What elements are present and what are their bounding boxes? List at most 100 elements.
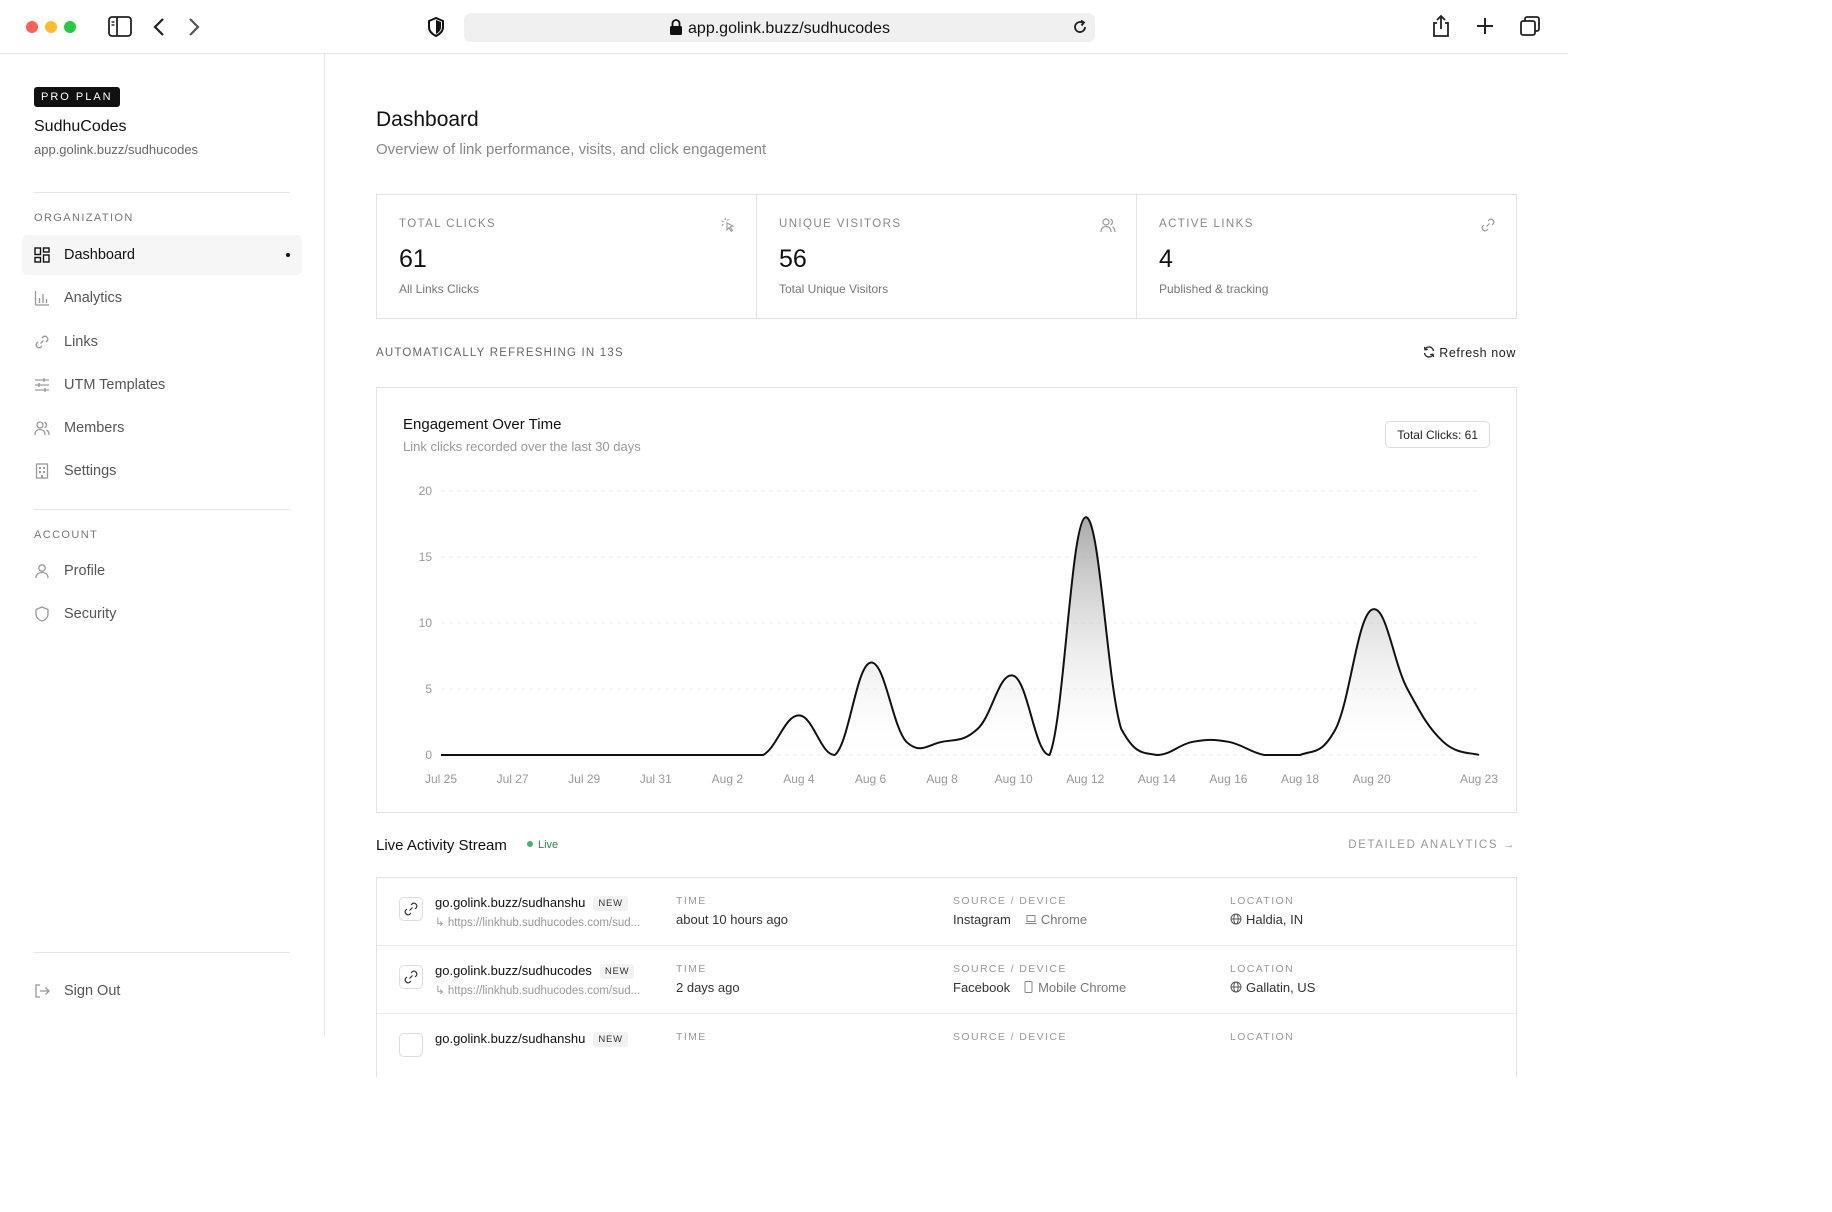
live-activity-title: Live Activity Stream [376,837,507,854]
location-value: Haldia, IN [1230,912,1303,927]
y-tick-label: 10 [419,616,433,630]
building-icon [35,463,49,479]
back-arrow-icon[interactable] [152,17,166,37]
new-tab-plus-icon[interactable] [1476,17,1494,35]
stat-description: All Links Clicks [399,282,480,296]
short-link[interactable]: go.golink.buzz/sudhanshu NEW [435,895,628,911]
source-header: SOURCE / DEVICE [953,1031,1067,1043]
stat-value: 4 [1159,245,1173,273]
sidebar-item-label: Dashboard [64,247,135,263]
location-label: Haldia, IN [1246,912,1304,927]
reload-icon[interactable] [1072,19,1088,35]
sidebar-item-dashboard[interactable]: Dashboard [22,235,302,275]
source-value: Instagram [953,912,1011,927]
x-tick-label: Aug 2 [712,772,744,786]
x-tick-label: Aug 4 [783,772,815,786]
y-tick-label: 0 [425,748,432,762]
total-clicks-badge: Total Clicks: 61 [1385,421,1490,448]
sidebar-item-members[interactable]: Members [22,408,302,448]
detailed-analytics-link[interactable]: DETAILED ANALYTICS → [1348,839,1516,851]
stat-label: UNIQUE VISITORS [779,218,902,230]
short-link[interactable]: go.golink.buzz/sudhanshu NEW [435,1031,628,1047]
url-text: app.golink.buzz/sudhucodes [688,20,890,37]
chart-area-fill [441,517,1479,755]
shield-icon [35,606,49,622]
stat-label: TOTAL CLICKS [399,218,497,230]
forward-arrow-icon[interactable] [187,17,201,37]
activity-row[interactable]: go.golink.buzz/sudhanshu NEW TIME SOURCE … [377,1014,1516,1077]
refresh-now-button[interactable]: Refresh now [1423,346,1516,360]
source-value: Facebook [953,980,1011,995]
short-link-text: go.golink.buzz/sudhanshu [435,1031,586,1046]
sidebar-toggle-icon[interactable] [108,16,132,38]
stats-row: TOTAL CLICKS 61 All Links Clicks UNIQUE … [376,194,1517,319]
chart-subtitle: Link clicks recorded over the last 30 da… [403,439,641,454]
sidebar-item-settings[interactable]: Settings [22,451,302,491]
time-header: TIME [676,895,707,907]
sidebar-item-security[interactable]: Security [22,594,302,634]
short-link[interactable]: go.golink.buzz/sudhucodes NEW [435,963,635,979]
short-link-text: go.golink.buzz/sudhanshu [435,895,586,910]
active-indicator [286,253,290,257]
link-icon [399,1033,423,1057]
mobile-icon [1024,981,1033,993]
sidebar-item-analytics[interactable]: Analytics [22,278,302,318]
grid-icon [34,247,50,263]
section-label-organization: ORGANIZATION [34,212,134,224]
source-header: SOURCE / DEVICE [953,963,1067,975]
source-device-value: Instagram Chrome [953,912,1087,927]
sidebar-item-utm-templates[interactable]: UTM Templates [22,365,302,405]
logout-icon [35,984,50,998]
activity-row[interactable]: go.golink.buzz/sudhanshu NEW ↳ https://li… [377,878,1516,946]
x-tick-label: Jul 29 [568,772,600,786]
close-window-dot[interactable] [26,21,38,33]
stat-value: 61 [399,245,427,273]
maximize-window-dot[interactable] [64,21,76,33]
browser-toolbar: app.golink.buzz/sudhucodes [0,0,1568,54]
destination-url: ↳ https://linkhub.sudhucodes.com/sud... [435,985,641,997]
auto-refresh-countdown: AUTOMATICALLY REFRESHING IN 13S [376,347,624,359]
engagement-chart-card: Engagement Over Time Link clicks recorde… [376,387,1517,813]
link-icon [35,335,49,349]
stat-value: 56 [779,245,807,273]
x-tick-label: Aug 23 [1460,772,1498,786]
page-subtitle: Overview of link performance, visits, an… [376,141,767,158]
live-dot-icon [527,841,533,847]
time-value: 2 days ago [676,980,740,995]
sidebar-item-label: Settings [64,463,117,479]
destination-url: ↳ https://linkhub.sudhucodes.com/sud... [435,917,641,929]
sidebar-item-profile[interactable]: Profile [22,551,302,591]
x-tick-label: Jul 25 [425,772,457,786]
organization-url: app.golink.buzz/sudhucodes [34,142,199,157]
time-header: TIME [676,1031,707,1043]
sidebar-item-label: Profile [64,563,106,579]
new-badge: NEW [599,964,635,979]
privacy-shield-icon[interactable] [427,17,445,37]
stat-card-total-clicks: TOTAL CLICKS 61 All Links Clicks [377,195,757,318]
bar-chart-icon [34,291,49,306]
live-badge-label: Live [538,839,559,851]
activity-row[interactable]: go.golink.buzz/sudhucodes NEW ↳ https://l… [377,946,1516,1014]
sidebar-divider [34,509,290,510]
location-value: Gallatin, US [1230,980,1315,995]
sidebar-item-label: Analytics [64,290,123,306]
x-tick-label: Aug 16 [1209,772,1247,786]
address-bar[interactable]: app.golink.buzz/sudhucodes [464,13,1095,42]
share-icon[interactable] [1432,14,1450,38]
organization-name: SudhuCodes [34,118,127,135]
sidebar-item-links[interactable]: Links [22,322,302,362]
plan-badge: PRO PLAN [34,87,120,107]
y-tick-label: 20 [419,484,433,498]
tab-overview-icon[interactable] [1520,16,1540,36]
sidebar-item-label: Security [64,606,117,622]
laptop-icon [1025,915,1037,925]
section-label-account: ACCOUNT [34,529,99,541]
minimize-window-dot[interactable] [45,21,57,33]
x-tick-label: Jul 27 [497,772,529,786]
engagement-area-chart: 0 5 10 15 20 Jul 25 Jul 27 Jul 29 Jul 31 Aug 2 Au… [419,484,1499,786]
sign-out-button[interactable]: Sign Out [22,971,302,1011]
chart-series-line [441,516,1480,757]
main-content: Dashboard Overview of link performance, … [325,54,1568,1077]
new-badge: NEW [593,1032,628,1047]
source-header: SOURCE / DEVICE [953,895,1067,907]
